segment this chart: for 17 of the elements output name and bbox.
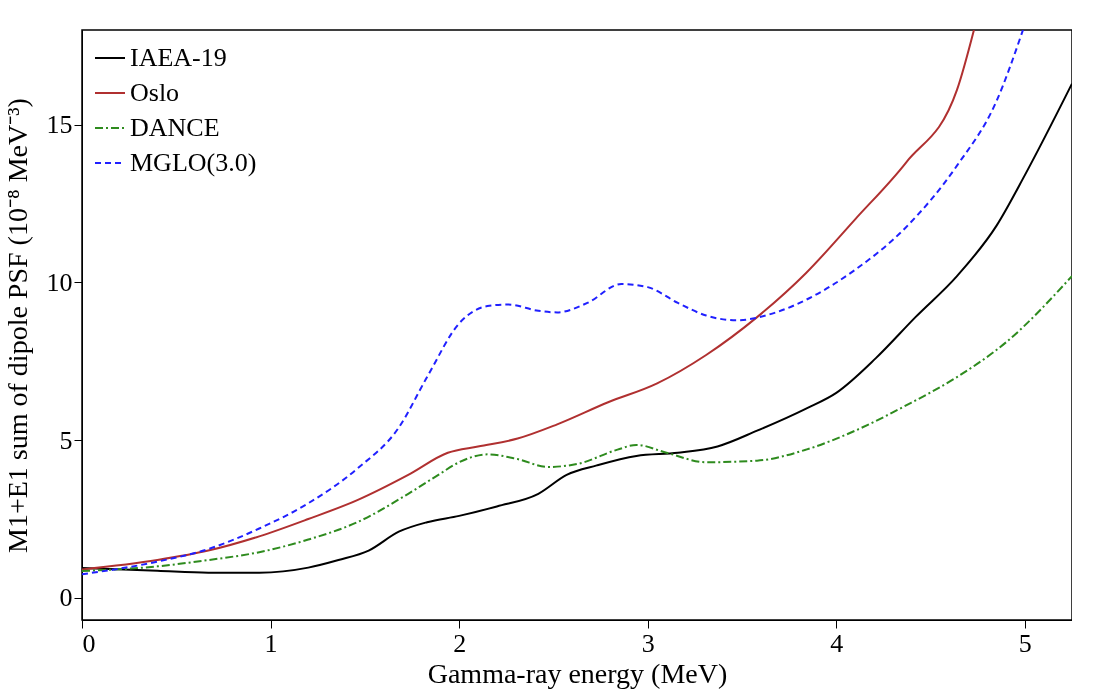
y-tick-label: 15 [46,110,73,140]
legend-label: DANCE [130,113,220,142]
x-tick-label: 5 [1018,628,1032,658]
legend-label: MGLO(3.0) [130,148,257,177]
line-series [82,275,1072,573]
y-tick-label: 10 [46,267,73,297]
legend-label: Oslo [130,78,180,107]
x-tick-label: 2 [453,628,467,658]
y-tick-label: 5 [59,425,73,455]
x-tick-label: 1 [264,628,278,658]
legend-label: IAEA-19 [130,43,227,72]
y-tick-label: 0 [59,583,73,613]
y-axis-title: M1+E1 sum of dipole PSF (10⁻⁸ MeV⁻³) [1,98,33,553]
x-tick-label: 3 [641,628,655,658]
x-tick-label: 4 [830,628,844,658]
x-axis-title: Gamma-ray energy (MeV) [427,657,728,689]
x-tick-label: 0 [82,628,96,658]
